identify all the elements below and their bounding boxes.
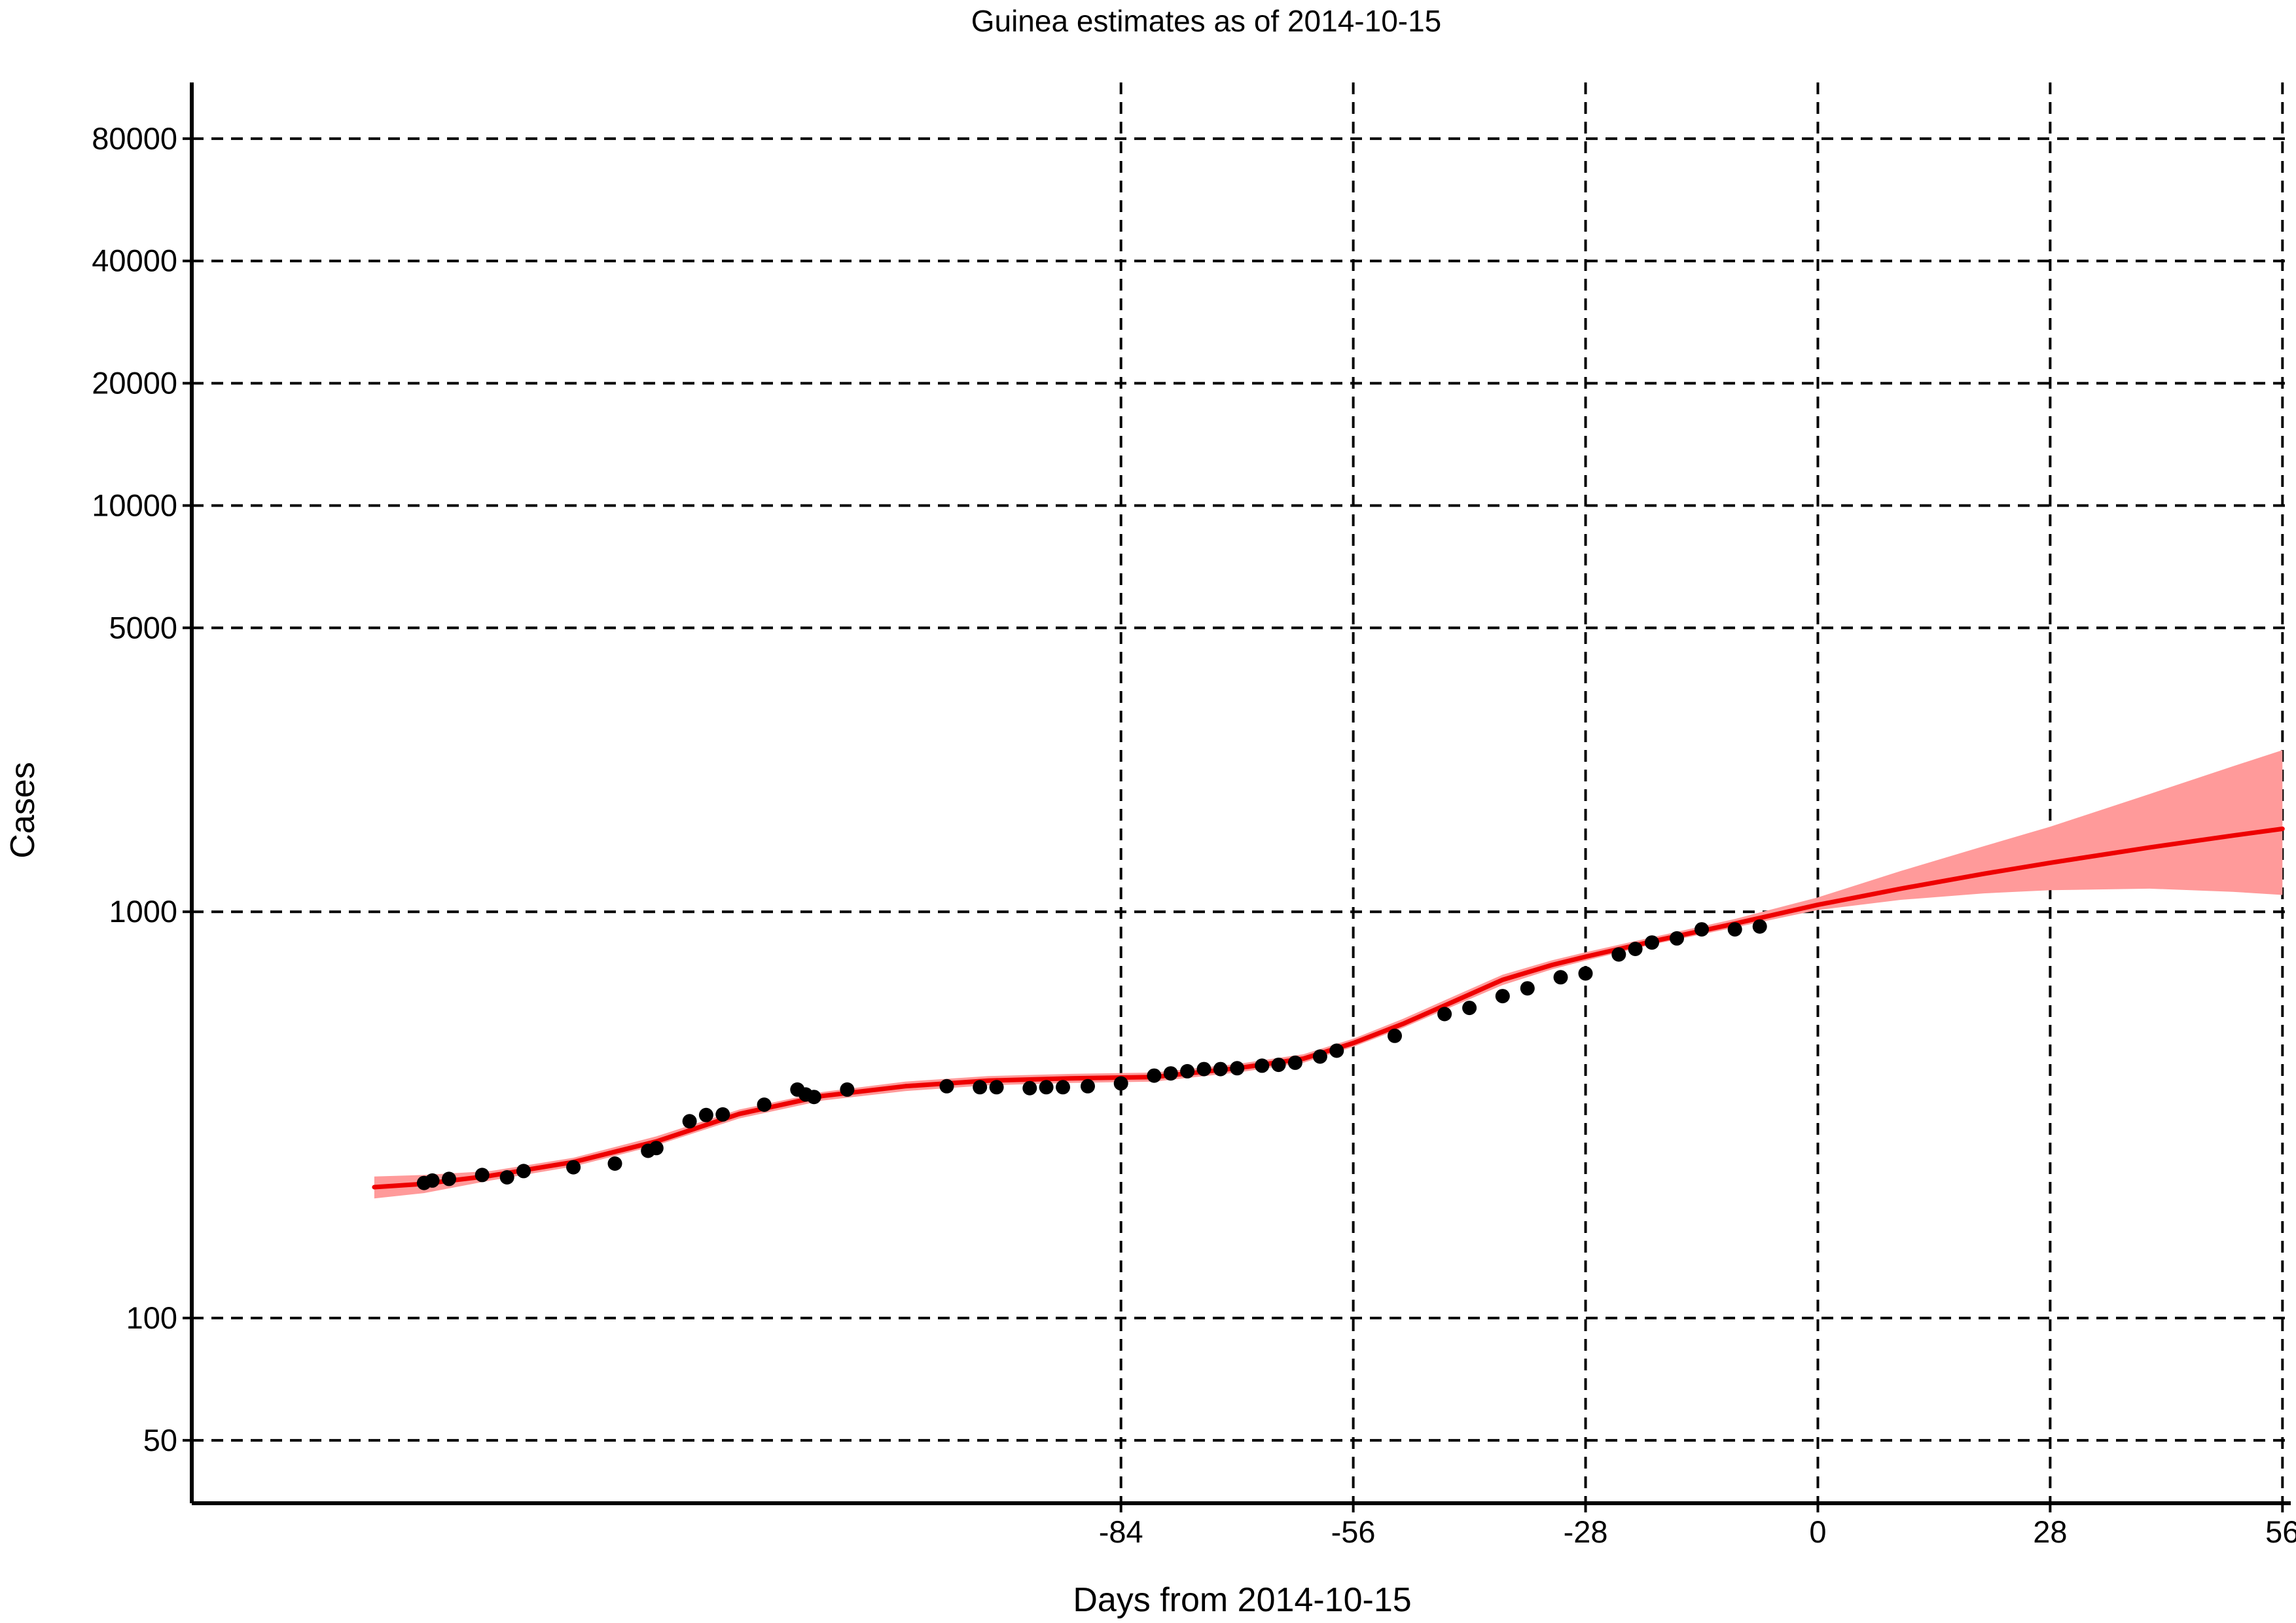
data-point (1611, 947, 1626, 962)
data-point (1388, 1028, 1402, 1043)
data-point (939, 1079, 954, 1094)
data-point (806, 1090, 821, 1105)
fit-line-layer (372, 827, 2285, 1190)
x-tick-label: -56 (1331, 1514, 1376, 1549)
data-point (649, 1141, 664, 1156)
y-tick-label: 20000 (92, 366, 177, 401)
y-tick-label: 1000 (109, 894, 177, 929)
tick-labels: 50 100 1000 5000 10000 20000 40000 80000 -84 -56 -… (92, 121, 2296, 1549)
observed-points-layer (416, 919, 1767, 1190)
confidence-band-layer (374, 750, 2283, 1199)
data-point (1329, 1043, 1344, 1058)
y-axis-label: Cases (4, 762, 42, 858)
x-tick-label: 56 (2265, 1514, 2296, 1549)
y-tick-label: 50 (143, 1423, 177, 1457)
data-point (1727, 922, 1742, 937)
data-point (1022, 1080, 1037, 1096)
data-point (1230, 1061, 1245, 1076)
data-point (1039, 1080, 1054, 1095)
y-tick-label: 5000 (109, 610, 177, 645)
data-point (989, 1080, 1004, 1095)
data-point (1752, 919, 1767, 934)
data-point (973, 1080, 988, 1095)
x-tick-label: 0 (1809, 1514, 1826, 1549)
data-point (1695, 922, 1709, 937)
y-tick-label: 10000 (92, 488, 177, 522)
data-point (1628, 942, 1643, 956)
y-tick-label: 80000 (92, 121, 177, 156)
data-point (757, 1097, 772, 1112)
confidence-band (374, 750, 2283, 1199)
data-point (607, 1156, 622, 1171)
data-point (1462, 1001, 1477, 1016)
data-point (425, 1173, 440, 1188)
x-tick-label: -84 (1099, 1514, 1143, 1549)
data-point (1147, 1068, 1162, 1083)
data-point (1553, 970, 1568, 985)
data-point (1287, 1055, 1302, 1070)
data-point (1520, 981, 1535, 996)
data-point (840, 1082, 855, 1097)
gridlines (192, 82, 2291, 1503)
y-tick-label: 100 (126, 1300, 177, 1335)
data-point (499, 1170, 514, 1185)
data-point (516, 1164, 531, 1179)
chart-title: Guinea estimates as of 2014-10-15 (971, 4, 1442, 38)
data-point (1437, 1007, 1452, 1022)
x-axis-label: Days from 2014-10-15 (1073, 1581, 1411, 1619)
data-point (1081, 1079, 1095, 1094)
data-point (1670, 931, 1684, 946)
data-point (715, 1107, 730, 1122)
axes (183, 82, 2291, 1512)
data-point (1113, 1076, 1128, 1091)
x-tick-label: 28 (2033, 1514, 2067, 1549)
data-point (1578, 966, 1593, 981)
data-point (1163, 1066, 1178, 1081)
fit-line (372, 827, 2285, 1190)
data-point (475, 1168, 490, 1183)
data-point (1255, 1058, 1270, 1073)
y-tick-label: 40000 (92, 243, 177, 278)
data-point (682, 1114, 697, 1129)
data-point (698, 1107, 713, 1122)
data-point (1645, 935, 1659, 950)
data-point (1271, 1058, 1286, 1073)
data-point (1196, 1061, 1211, 1077)
x-tick-label: -28 (1564, 1514, 1608, 1549)
data-point (1213, 1061, 1228, 1077)
data-point (1180, 1063, 1195, 1079)
data-point (1056, 1080, 1070, 1095)
data-point (1495, 989, 1510, 1004)
data-point (1312, 1049, 1327, 1064)
data-point (442, 1171, 456, 1186)
data-point (566, 1160, 581, 1175)
